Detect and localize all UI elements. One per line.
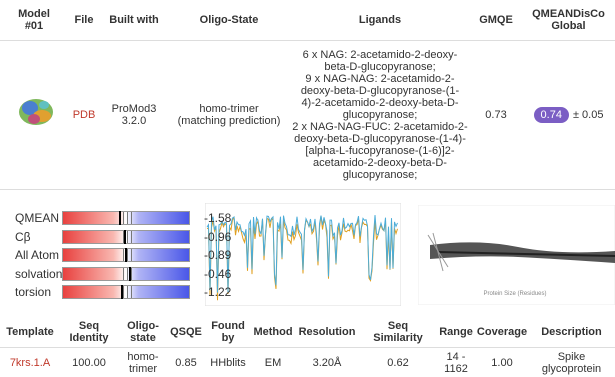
column-header: Method bbox=[252, 318, 294, 346]
ligands: 6 x NAG: 2-acetamido-2-deoxy-beta-D-gluc… bbox=[290, 40, 470, 189]
template-cell[interactable]: 7krs.1.A bbox=[0, 349, 60, 377]
column-header: Built with bbox=[100, 0, 168, 40]
template-cell: 0.62 bbox=[360, 349, 436, 377]
template-cell: homo- trimer bbox=[118, 349, 168, 377]
quality-bar bbox=[62, 248, 190, 262]
ligand-line: 2 x NAG-NAG-FUC: 2-acetamido-2- bbox=[292, 121, 467, 133]
ligand-line: glucopyranose; bbox=[343, 109, 418, 121]
column-header: Oligo- state bbox=[118, 318, 168, 346]
quality-value: -0.46 bbox=[204, 267, 231, 281]
column-header: Model #01 bbox=[0, 0, 68, 40]
ligand-line: glucopyranose; bbox=[343, 169, 418, 181]
ligand-line: deoxy-beta-D-glucopyranose-(1- bbox=[301, 85, 459, 97]
column-header: QSQE bbox=[168, 318, 204, 346]
template-cell: 0.85 bbox=[168, 349, 204, 377]
template-cell: 3.20Å bbox=[294, 349, 360, 377]
local-quality-plot bbox=[205, 203, 401, 306]
quality-value: -0.96 bbox=[204, 230, 231, 244]
column-header: Found by bbox=[204, 318, 252, 346]
column-header: Template bbox=[0, 318, 60, 346]
page: Protein Size (Residues) Model #01FileBui… bbox=[0, 0, 615, 377]
column-header: Seq Similarity bbox=[360, 318, 436, 346]
quality-bar bbox=[62, 267, 190, 281]
ligand-line: 9 x NAG-NAG: 2-acetamido-2- bbox=[305, 73, 454, 85]
template-cell: EM bbox=[252, 349, 294, 377]
qmeandisco: 0.74 ± 0.05 bbox=[522, 40, 615, 189]
column-header: GMQE bbox=[470, 0, 522, 40]
comparison-axis-label: Protein Size (Residues) bbox=[440, 288, 590, 300]
ligand-line: beta-D-glucopyranose; bbox=[324, 61, 435, 73]
column-header: Ligands bbox=[290, 0, 470, 40]
template-cell: HHblits bbox=[204, 349, 252, 377]
column-header: QMEANDisCo Global bbox=[522, 0, 615, 40]
row-divider bbox=[0, 189, 615, 190]
template-cell: 14 - 1162 bbox=[436, 349, 476, 377]
oligo-state: homo-trimer (matching prediction) bbox=[168, 40, 290, 189]
quality-label: torsion bbox=[15, 285, 51, 299]
ligand-line: deoxy-beta-D-glucopyranose-(1-4)- bbox=[294, 133, 466, 145]
column-header: Range bbox=[436, 318, 476, 346]
column-header: Coverage bbox=[476, 318, 528, 346]
quality-label: All Atom bbox=[15, 248, 59, 262]
ligand-line: 4)-2-acetamido-2-deoxy-beta-D- bbox=[301, 97, 458, 109]
column-header: File bbox=[68, 0, 100, 40]
quality-label: solvation bbox=[15, 267, 62, 281]
template-cell: 1.00 bbox=[476, 349, 528, 377]
quality-bar bbox=[62, 230, 190, 244]
column-header: Seq Identity bbox=[60, 318, 118, 346]
column-header: Description bbox=[528, 318, 615, 346]
built-with: ProMod3 3.2.0 bbox=[100, 40, 168, 189]
qmeandisco-error: ± 0.05 bbox=[573, 109, 604, 121]
row-divider bbox=[0, 347, 615, 348]
quality-value: -1.22 bbox=[204, 285, 231, 299]
ligand-line: 6 x NAG: 2-acetamido-2-deoxy- bbox=[303, 49, 458, 61]
column-header: Resolution bbox=[294, 318, 360, 346]
template-cell: 100.00 bbox=[60, 349, 118, 377]
quality-bar bbox=[62, 211, 190, 225]
template-cell: Spike glycoprotein bbox=[528, 349, 615, 377]
ligand-line: [alpha-L-fucopyranose-(1-6)]2- bbox=[305, 145, 454, 157]
model-thumbnail[interactable] bbox=[14, 92, 58, 132]
qmeandisco-badge: 0.74 bbox=[534, 107, 569, 123]
file-link[interactable]: PDB bbox=[68, 40, 100, 189]
quality-value: -1.58 bbox=[204, 211, 231, 225]
quality-value: -0.89 bbox=[204, 248, 231, 262]
ligand-line: acetamido-2-deoxy-beta-D- bbox=[313, 157, 447, 169]
quality-label: QMEAN bbox=[15, 211, 59, 225]
gmqe: 0.73 bbox=[470, 40, 522, 189]
column-header: Oligo-State bbox=[168, 0, 290, 40]
quality-label: Cβ bbox=[15, 230, 31, 244]
quality-bar bbox=[62, 285, 190, 299]
